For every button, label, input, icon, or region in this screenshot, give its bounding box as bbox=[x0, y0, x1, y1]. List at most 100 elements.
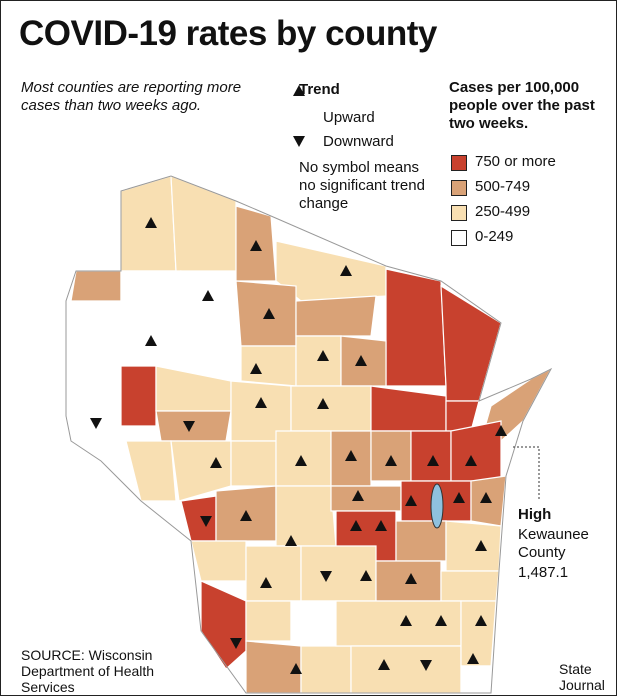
trend-symbol bbox=[320, 571, 332, 582]
county bbox=[300, 645, 352, 694]
county bbox=[460, 600, 497, 667]
trend-symbol bbox=[378, 659, 390, 670]
county bbox=[230, 440, 277, 487]
trend-symbol bbox=[480, 492, 492, 503]
trend-symbol bbox=[317, 398, 329, 409]
trend-symbol bbox=[453, 492, 465, 503]
county bbox=[350, 645, 462, 694]
legend-title: Cases per 100,000 people over the past t… bbox=[449, 79, 595, 132]
trend-symbol bbox=[375, 520, 387, 531]
trend-title: Trend bbox=[299, 81, 340, 98]
county bbox=[65, 365, 122, 422]
trend-symbol bbox=[145, 335, 157, 346]
county-border bbox=[65, 175, 553, 694]
trend-symbol bbox=[210, 457, 222, 468]
county bbox=[290, 385, 372, 432]
county bbox=[190, 540, 247, 582]
county bbox=[125, 440, 177, 502]
legend-label: 750 or more bbox=[475, 153, 556, 170]
county bbox=[155, 410, 232, 442]
county bbox=[245, 545, 302, 602]
county bbox=[245, 600, 292, 642]
trend-symbol bbox=[317, 350, 329, 361]
legend-swatch bbox=[451, 180, 467, 196]
county bbox=[275, 430, 332, 487]
trend-symbol bbox=[495, 425, 507, 436]
annotation-text: Kewaunee County bbox=[518, 526, 589, 561]
annotation-value: 1,487.1 bbox=[518, 564, 569, 581]
county bbox=[170, 175, 237, 272]
county bbox=[440, 284, 502, 402]
trend-symbol bbox=[400, 615, 412, 626]
trend-down: Downward bbox=[323, 133, 394, 150]
trend-symbol bbox=[145, 217, 157, 228]
county bbox=[460, 665, 492, 694]
county bbox=[410, 430, 452, 482]
legend-swatch bbox=[451, 155, 467, 171]
trend-symbol bbox=[290, 663, 302, 674]
trend-symbol bbox=[467, 653, 479, 664]
trend-symbol bbox=[260, 577, 272, 588]
trend-symbol bbox=[355, 355, 367, 366]
county bbox=[290, 600, 337, 647]
county bbox=[330, 485, 402, 512]
trend-symbol bbox=[250, 363, 262, 374]
trend-symbol bbox=[475, 540, 487, 551]
trend-symbol bbox=[293, 85, 305, 96]
trend-symbol bbox=[427, 455, 439, 466]
trend-symbol bbox=[435, 615, 447, 626]
trend-symbol bbox=[293, 136, 305, 147]
leader-line bbox=[513, 446, 540, 499]
trend-symbol bbox=[230, 638, 242, 649]
trend-symbol bbox=[420, 660, 432, 671]
county bbox=[70, 270, 122, 302]
trend-symbol bbox=[385, 455, 397, 466]
trend-symbol bbox=[90, 418, 102, 429]
county bbox=[240, 345, 297, 387]
annotation-heading: High bbox=[518, 506, 552, 523]
trend-symbol bbox=[360, 570, 372, 581]
legend-swatch bbox=[451, 205, 467, 221]
credit: State Journal bbox=[559, 661, 605, 693]
county bbox=[180, 495, 217, 542]
trend-symbol bbox=[405, 573, 417, 584]
trend-symbol bbox=[475, 615, 487, 626]
trend-note: No symbol means no significant trend cha… bbox=[299, 159, 425, 212]
trend-symbol bbox=[405, 495, 417, 506]
trend-symbol bbox=[255, 397, 267, 408]
trend-symbol bbox=[200, 516, 212, 527]
subtitle: Most counties are reporting more cases t… bbox=[21, 79, 242, 114]
county bbox=[200, 580, 247, 670]
legend-swatch bbox=[451, 230, 467, 246]
county bbox=[370, 385, 447, 432]
legend-label: 250-499 bbox=[475, 203, 531, 220]
lake bbox=[430, 483, 444, 529]
trend-symbol bbox=[340, 265, 352, 276]
county bbox=[275, 485, 337, 547]
county bbox=[450, 420, 502, 482]
county bbox=[385, 268, 447, 387]
trend-symbol bbox=[295, 455, 307, 466]
trend-symbol bbox=[350, 520, 362, 531]
county bbox=[295, 295, 377, 337]
trend-symbol bbox=[465, 455, 477, 466]
county bbox=[120, 270, 182, 322]
county bbox=[245, 640, 302, 694]
county bbox=[120, 365, 157, 427]
trend-symbol bbox=[250, 240, 262, 251]
county bbox=[440, 570, 500, 602]
trend-symbol bbox=[183, 421, 195, 432]
trend-symbol bbox=[285, 535, 297, 546]
trend-symbol bbox=[345, 450, 357, 461]
title: COVID-19 rates by county bbox=[19, 14, 437, 53]
legend-label: 0-249 bbox=[475, 228, 514, 245]
county bbox=[445, 520, 502, 572]
county bbox=[65, 300, 122, 367]
trend-up: Upward bbox=[323, 109, 375, 126]
source: SOURCE: Wisconsin Department of Health S… bbox=[21, 647, 155, 695]
trend-symbol bbox=[240, 510, 252, 521]
legend-label: 500-749 bbox=[475, 178, 531, 195]
trend-symbol bbox=[202, 290, 214, 301]
